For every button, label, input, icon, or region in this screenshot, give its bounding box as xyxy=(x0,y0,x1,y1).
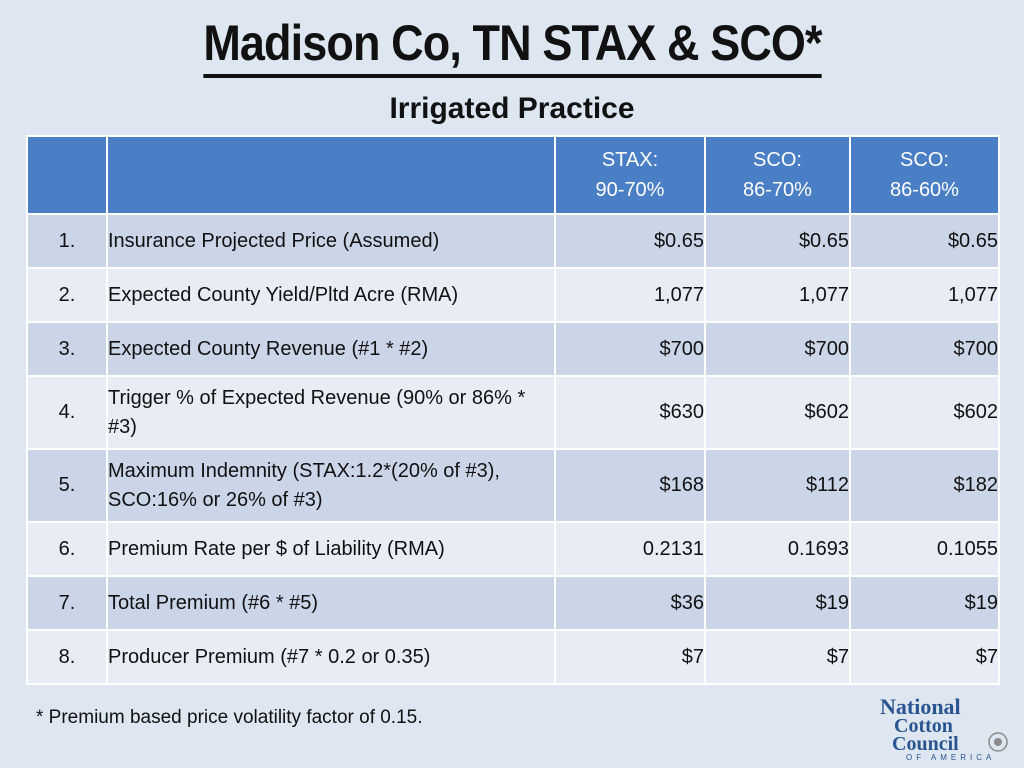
cell-stax: $630 xyxy=(554,375,706,450)
cotton-boll-icon xyxy=(988,732,1008,752)
logo-line-of-america: OF AMERICA xyxy=(906,753,995,762)
row-number: 4. xyxy=(26,375,108,450)
slide-subtitle: Irrigated Practice xyxy=(389,92,635,125)
cell-sco-86-70: $19 xyxy=(704,575,851,631)
slide-title-text: Madison Co, TN STAX & SCO* xyxy=(202,14,822,78)
row-number: 2. xyxy=(26,267,108,323)
row-description: Producer Premium (#7 * 0.2 or 0.35) xyxy=(106,629,556,685)
table-row: 3. Expected County Revenue (#1 * #2) $70… xyxy=(26,321,1000,377)
header-sco-86-70: SCO: 86-70% xyxy=(704,135,851,215)
header-line1: SCO: xyxy=(900,149,949,171)
table-row: 5. Maximum Indemnity (STAX:1.2*(20% of #… xyxy=(26,448,1000,523)
logo-line-national: National xyxy=(880,694,961,719)
cell-sco-86-70: $112 xyxy=(704,448,851,523)
header-blank-desc xyxy=(106,135,556,215)
row-description: Total Premium (#6 * #5) xyxy=(106,575,556,631)
header-line2: 90-70% xyxy=(595,179,665,201)
header-line2: 86-60% xyxy=(890,179,959,201)
table-row: 6. Premium Rate per $ of Liability (RMA)… xyxy=(26,521,1000,577)
cell-stax: 1,077 xyxy=(554,267,706,323)
cell-stax: $168 xyxy=(554,448,706,523)
footnote: * Premium based price volatility factor … xyxy=(36,707,423,728)
logo-graphic: National Cotton Council OF AMERICA xyxy=(880,694,1008,762)
table-row: 1. Insurance Projected Price (Assumed) $… xyxy=(26,213,1000,269)
cell-sco-86-60: $19 xyxy=(849,575,1000,631)
cell-sco-86-60: $700 xyxy=(849,321,1000,377)
header-blank-num xyxy=(26,135,108,215)
table-header-row: STAX: 90-70% SCO: 86-70% SCO: 86-60% xyxy=(26,135,1000,215)
cell-sco-86-60: 0.1055 xyxy=(849,521,1000,577)
row-number: 1. xyxy=(26,213,108,269)
row-number: 8. xyxy=(26,629,108,685)
cell-stax: $36 xyxy=(554,575,706,631)
header-line2: 86-70% xyxy=(743,179,812,201)
slide-title: Madison Co, TN STAX & SCO* xyxy=(0,14,1024,78)
comparison-table: STAX: 90-70% SCO: 86-70% SCO: 86-60% 1. … xyxy=(26,135,1000,685)
national-cotton-council-logo: National Cotton Council OF AMERICA xyxy=(878,690,1018,762)
row-number: 6. xyxy=(26,521,108,577)
table-row: 7. Total Premium (#6 * #5) $36 $19 $19 xyxy=(26,575,1000,631)
logo-line-cotton: Cotton xyxy=(894,715,953,737)
cell-stax: $0.65 xyxy=(554,213,706,269)
cell-sco-86-60: $7 xyxy=(849,629,1000,685)
cell-sco-86-60: $0.65 xyxy=(849,213,1000,269)
row-number: 7. xyxy=(26,575,108,631)
row-description: Expected County Revenue (#1 * #2) xyxy=(106,321,556,377)
cell-sco-86-70: $602 xyxy=(704,375,851,450)
logo-line-council: Council xyxy=(892,733,959,755)
row-description: Maximum Indemnity (STAX:1.2*(20% of #3),… xyxy=(106,448,556,523)
header-sco-86-60: SCO: 86-60% xyxy=(849,135,1000,215)
row-description: Expected County Yield/Pltd Acre (RMA) xyxy=(106,267,556,323)
cell-sco-86-70: $0.65 xyxy=(704,213,851,269)
cell-sco-86-60: $602 xyxy=(849,375,1000,450)
cell-stax: $700 xyxy=(554,321,706,377)
cell-sco-86-70: 1,077 xyxy=(704,267,851,323)
row-description: Premium Rate per $ of Liability (RMA) xyxy=(106,521,556,577)
cell-sco-86-60: $182 xyxy=(849,448,1000,523)
header-line1: STAX: xyxy=(601,149,659,171)
cell-sco-86-70: $700 xyxy=(704,321,851,377)
cell-sco-86-60: 1,077 xyxy=(849,267,1000,323)
header-line1: SCO: xyxy=(753,149,802,171)
row-number: 5. xyxy=(26,448,108,523)
cell-sco-86-70: $7 xyxy=(704,629,851,685)
row-description: Insurance Projected Price (Assumed) xyxy=(106,213,556,269)
row-description: Trigger % of Expected Revenue (90% or 86… xyxy=(106,375,556,450)
cell-stax: $7 xyxy=(554,629,706,685)
header-stax-90-70: STAX: 90-70% xyxy=(554,135,706,215)
cell-sco-86-70: 0.1693 xyxy=(704,521,851,577)
row-number: 3. xyxy=(26,321,108,377)
cotton-boll-center-icon xyxy=(994,738,1002,746)
table-row: 2. Expected County Yield/Pltd Acre (RMA)… xyxy=(26,267,1000,323)
cell-stax: 0.2131 xyxy=(554,521,706,577)
table-row: 8. Producer Premium (#7 * 0.2 or 0.35) $… xyxy=(26,629,1000,685)
table-row: 4. Trigger % of Expected Revenue (90% or… xyxy=(26,375,1000,450)
